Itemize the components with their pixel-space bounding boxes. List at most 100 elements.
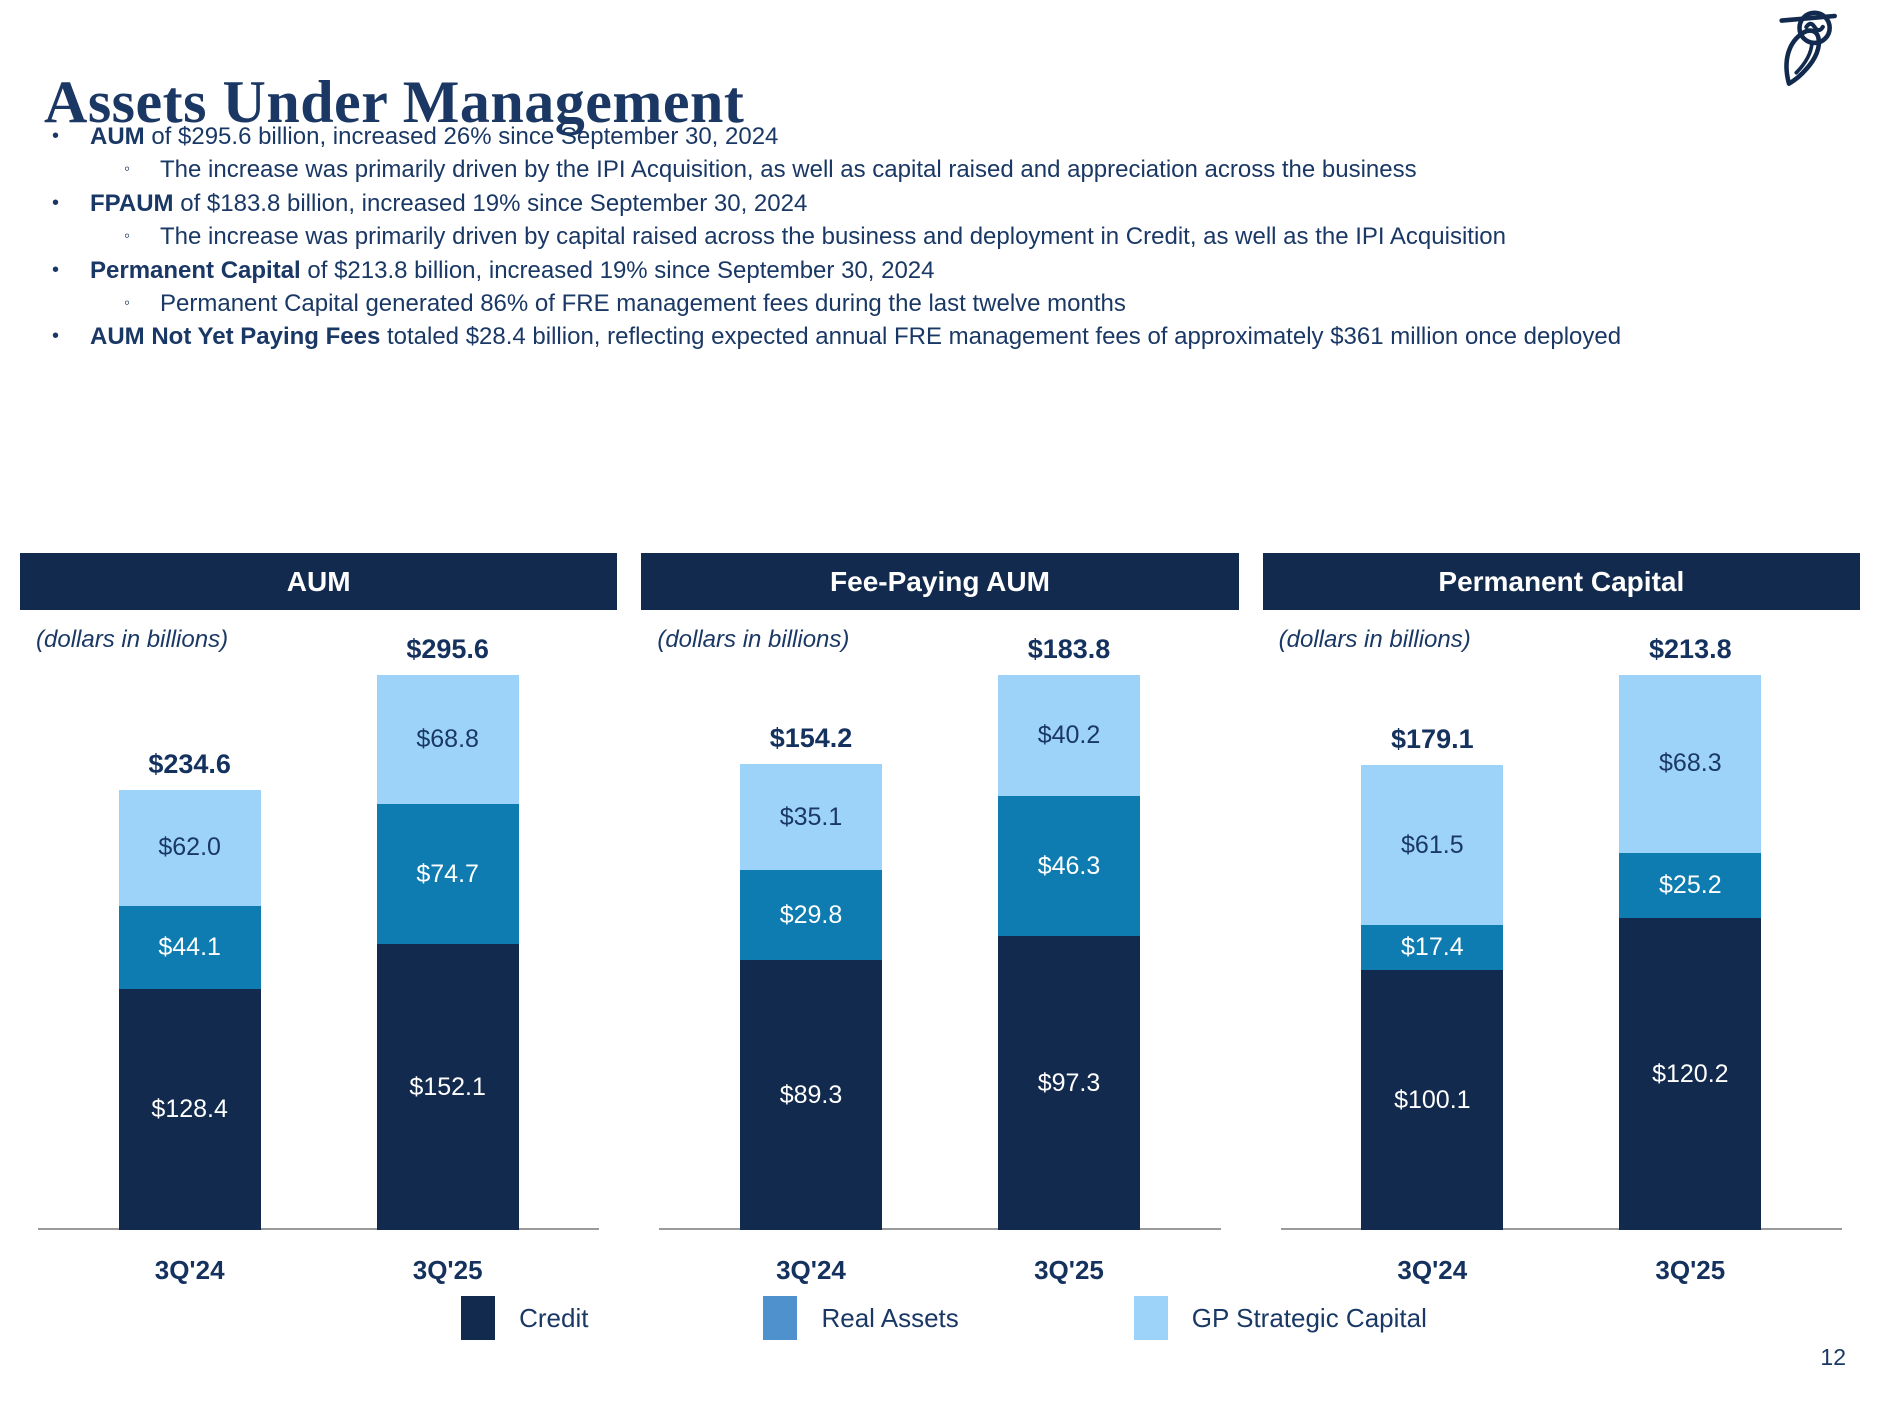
bar-column: $295.6 $68.8 $74.7 $152.1 3Q'25 (376, 610, 519, 1310)
segment-value-label: $74.7 (416, 859, 479, 888)
segment-value-label: $89.3 (779, 1080, 843, 1109)
bar-segment-real-assets: $29.8 (739, 870, 882, 961)
stacked-bar: $68.8 $74.7 $152.1 (376, 674, 519, 1230)
bullet-bold-text: FPAUM (90, 189, 174, 217)
segment-value-label: $97.3 (1037, 1068, 1101, 1097)
bar-segment-credit: $152.1 (376, 944, 519, 1230)
bar-column: $179.1 $61.5 $17.4 $100.1 3Q'24 (1361, 610, 1504, 1310)
bar-total-label: $179.1 (1391, 724, 1474, 755)
chart-plot-area: (dollars in billions) $154.2 $35.1 $29.8 $89… (641, 610, 1238, 1310)
bullet-marker: ◦ (124, 293, 131, 313)
stacked-bar: $35.1 $29.8 $89.3 (739, 764, 882, 1230)
bar-column: $213.8 $68.3 $25.2 $120.2 3Q'25 (1619, 610, 1762, 1310)
page-number: 12 (1820, 1344, 1846, 1370)
stacked-bar: $40.2 $46.3 $97.3 (997, 675, 1140, 1230)
bullet-item: • Permanent Capital of $213.8 billion, in… (40, 254, 1850, 287)
chart-subtitle: (dollars in billions) (36, 626, 229, 653)
legend-item-credit: Credit (461, 1296, 588, 1340)
bar-total-label: $183.8 (1027, 634, 1111, 665)
chart-subtitle: (dollars in billions) (1278, 626, 1471, 653)
x-axis-line (38, 1228, 600, 1230)
bullet-bold-text: Permanent Capital (90, 256, 301, 284)
bullet-item: • AUM Not Yet Paying Fees totaled $28.4 b… (40, 320, 1850, 353)
chart-title: AUM (20, 553, 618, 610)
segment-value-label: $17.4 (1401, 933, 1464, 962)
segment-value-label: $40.2 (1037, 721, 1101, 750)
x-tick-label: 3Q'25 (412, 1254, 483, 1285)
x-tick-label: 3Q'25 (1034, 1254, 1104, 1285)
bullet-marker: • (52, 325, 60, 348)
stacked-bar: $62.0 $44.1 $128.4 (118, 789, 261, 1230)
x-tick-label: 3Q'24 (1397, 1254, 1468, 1285)
segment-value-label: $128.4 (151, 1094, 228, 1123)
chart-panel-permanent-capital: Permanent Capital (dollars in billions) $1… (1262, 553, 1860, 1310)
legend-item-gp-strategic-capital: GP Strategic Capital (1133, 1296, 1427, 1340)
bar-total-label: $154.2 (769, 723, 853, 754)
chart-title: Permanent Capital (1262, 553, 1860, 610)
segment-value-label: $62.0 (158, 833, 221, 862)
chart-panel-fee-paying-aum: Fee-Paying AUM (dollars in billions) $154.… (641, 553, 1239, 1310)
charts-row: AUM (dollars in billions) $234.6 $62.0 $44.1… (20, 553, 1860, 1310)
chart-panel-aum: AUM (dollars in billions) $234.6 $62.0 $44.1… (20, 553, 618, 1310)
x-tick-label: 3Q'24 (154, 1254, 225, 1285)
legend-swatch-gp-strategic-capital (1133, 1296, 1168, 1340)
segment-value-label: $152.1 (409, 1072, 486, 1101)
bullet-item: ◦ Permanent Capital generated 86% of FRE … (40, 287, 1850, 320)
segment-value-label: $68.3 (1659, 749, 1722, 778)
bar-segment-real-assets: $44.1 (118, 906, 261, 989)
bar-segment-gp-strategic-capital: $62.0 (118, 789, 261, 907)
bar-segment-real-assets: $74.7 (376, 804, 519, 945)
bullet-marker: ◦ (124, 159, 131, 179)
legend-label: Credit (519, 1302, 589, 1333)
segment-value-label: $46.3 (1037, 851, 1101, 880)
x-axis-line (659, 1228, 1221, 1230)
bar-columns: $154.2 $35.1 $29.8 $89.3 3Q'24 $183.8 $40.2 $46… (641, 610, 1238, 1310)
chart-plot-area: (dollars in billions) $234.6 $62.0 $44.1 $12… (20, 610, 617, 1310)
bar-column: $154.2 $35.1 $29.8 $89.3 3Q'24 (739, 610, 882, 1310)
segment-value-label: $35.1 (779, 802, 843, 831)
chart-legend: Credit Real Assets GP Strategic Capital (0, 1296, 1888, 1340)
bar-segment-real-assets: $46.3 (997, 796, 1140, 937)
bar-segment-credit: $128.4 (118, 988, 261, 1230)
bar-segment-gp-strategic-capital: $35.1 (739, 764, 882, 871)
bullet-marker: • (52, 191, 60, 214)
bar-total-label: $234.6 (148, 748, 231, 779)
segment-value-label: $68.8 (416, 725, 479, 754)
bar-segment-credit: $89.3 (739, 960, 882, 1230)
blue-owl-logo-icon (1779, 10, 1837, 86)
bullet-marker: ◦ (124, 226, 131, 246)
bar-total-label: $295.6 (406, 633, 489, 664)
legend-item-real-assets: Real Assets (763, 1296, 959, 1340)
bar-segment-credit: $100.1 (1361, 970, 1504, 1230)
bullet-marker: • (52, 258, 60, 281)
bullet-marker: • (52, 125, 60, 147)
chart-title: Fee-Paying AUM (641, 553, 1239, 610)
segment-value-label: $29.8 (779, 900, 843, 929)
chart-subtitle: (dollars in billions) (657, 626, 850, 653)
segment-value-label: $25.2 (1659, 870, 1722, 899)
bar-column: $234.6 $62.0 $44.1 $128.4 3Q'24 (118, 610, 261, 1310)
chart-plot-area: (dollars in billions) $179.1 $61.5 $17.4 $10… (1263, 610, 1860, 1310)
bullet-item: • FPAUM of $183.8 billion, increased 19% … (40, 187, 1850, 220)
bullet-item: ◦ The increase was primarily driven by th… (40, 153, 1850, 186)
legend-swatch-credit (461, 1296, 496, 1340)
bullet-item: • AUM of $295.6 billion, increased 26% si… (40, 120, 1850, 153)
x-tick-label: 3Q'25 (1655, 1254, 1726, 1285)
bar-column: $183.8 $40.2 $46.3 $97.3 3Q'25 (997, 610, 1140, 1310)
bar-segment-credit: $120.2 (1619, 918, 1762, 1230)
segment-value-label: $61.5 (1401, 830, 1464, 859)
x-axis-line (1280, 1228, 1842, 1230)
bar-segment-credit: $97.3 (997, 936, 1140, 1230)
segment-value-label: $120.2 (1652, 1059, 1729, 1088)
bullet-bold-text: AUM (90, 123, 145, 150)
segment-value-label: $44.1 (158, 933, 221, 961)
segment-value-label: $100.1 (1394, 1085, 1471, 1114)
legend-label: Real Assets (821, 1302, 959, 1333)
bar-segment-real-assets: $25.2 (1619, 852, 1762, 918)
bar-segment-real-assets: $17.4 (1361, 925, 1504, 971)
stacked-bar: $68.3 $25.2 $120.2 (1619, 675, 1762, 1230)
stacked-bar: $61.5 $17.4 $100.1 (1361, 765, 1504, 1230)
legend-label: GP Strategic Capital (1191, 1302, 1427, 1333)
bar-columns: $234.6 $62.0 $44.1 $128.4 3Q'24 $295.6 $68.8 $7… (20, 610, 617, 1310)
bar-total-label: $213.8 (1649, 634, 1732, 665)
